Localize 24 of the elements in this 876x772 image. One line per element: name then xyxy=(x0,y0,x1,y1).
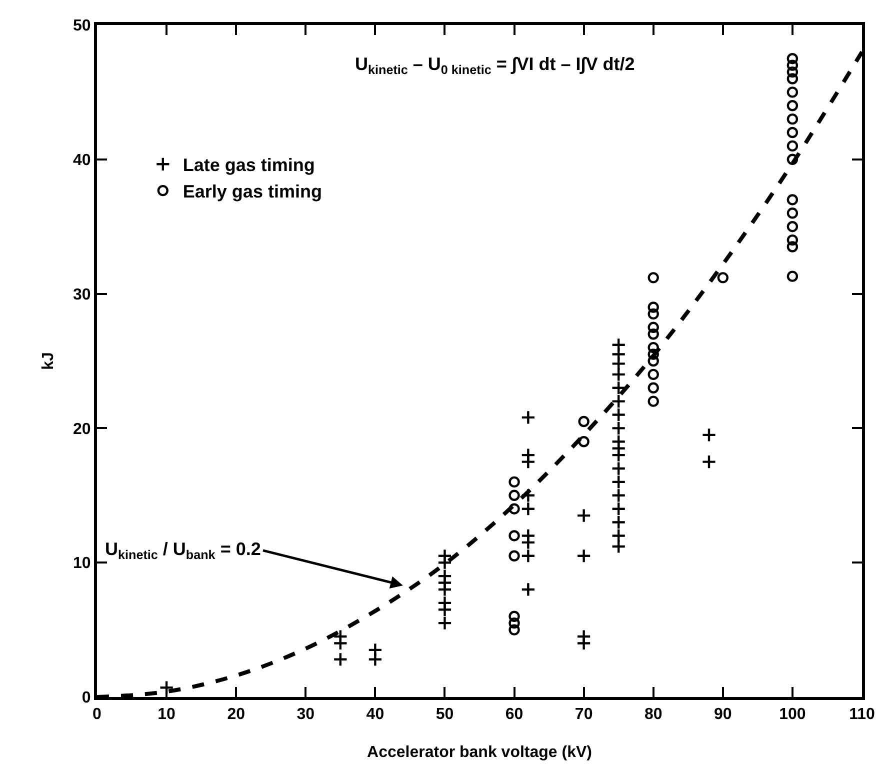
x-axis-title: Accelerator bank voltage (kV) xyxy=(367,744,592,761)
x-tick-label: 0 xyxy=(92,706,102,724)
x-tick-label: 90 xyxy=(714,706,732,724)
legend-label: Late gas timing xyxy=(182,155,315,176)
y-tick-label: 20 xyxy=(73,420,91,438)
y-tick-label: 50 xyxy=(73,18,91,35)
x-tick-label: 70 xyxy=(574,706,593,724)
y-tick-label: 40 xyxy=(73,152,91,169)
y-tick-label: 0 xyxy=(82,690,91,707)
x-tick-label: 20 xyxy=(227,706,246,724)
annotation: U$_{kinetic}$ / U$_{bank}$ = 0.2 xyxy=(105,539,261,562)
x-tick-label: 10 xyxy=(158,706,176,724)
y-axis-title: kJ xyxy=(40,352,57,370)
y-tick-label: 10 xyxy=(73,555,91,572)
x-tick-label: 60 xyxy=(505,706,524,724)
x-tick-label: 100 xyxy=(779,706,806,724)
x-tick-label: 110 xyxy=(849,706,876,724)
x-tick-label: 50 xyxy=(436,706,454,724)
y-tick-label: 30 xyxy=(73,286,91,304)
x-tick-label: 40 xyxy=(366,706,384,724)
legend-label: Early gas timing xyxy=(182,182,322,202)
annotation: U$_{kinetic}$ – U$_{0 kinetic}$ = ∫VI dt – I∫V dt/2 xyxy=(355,54,635,77)
x-tick-label: 80 xyxy=(644,706,662,724)
x-tick-label: 30 xyxy=(296,706,315,724)
